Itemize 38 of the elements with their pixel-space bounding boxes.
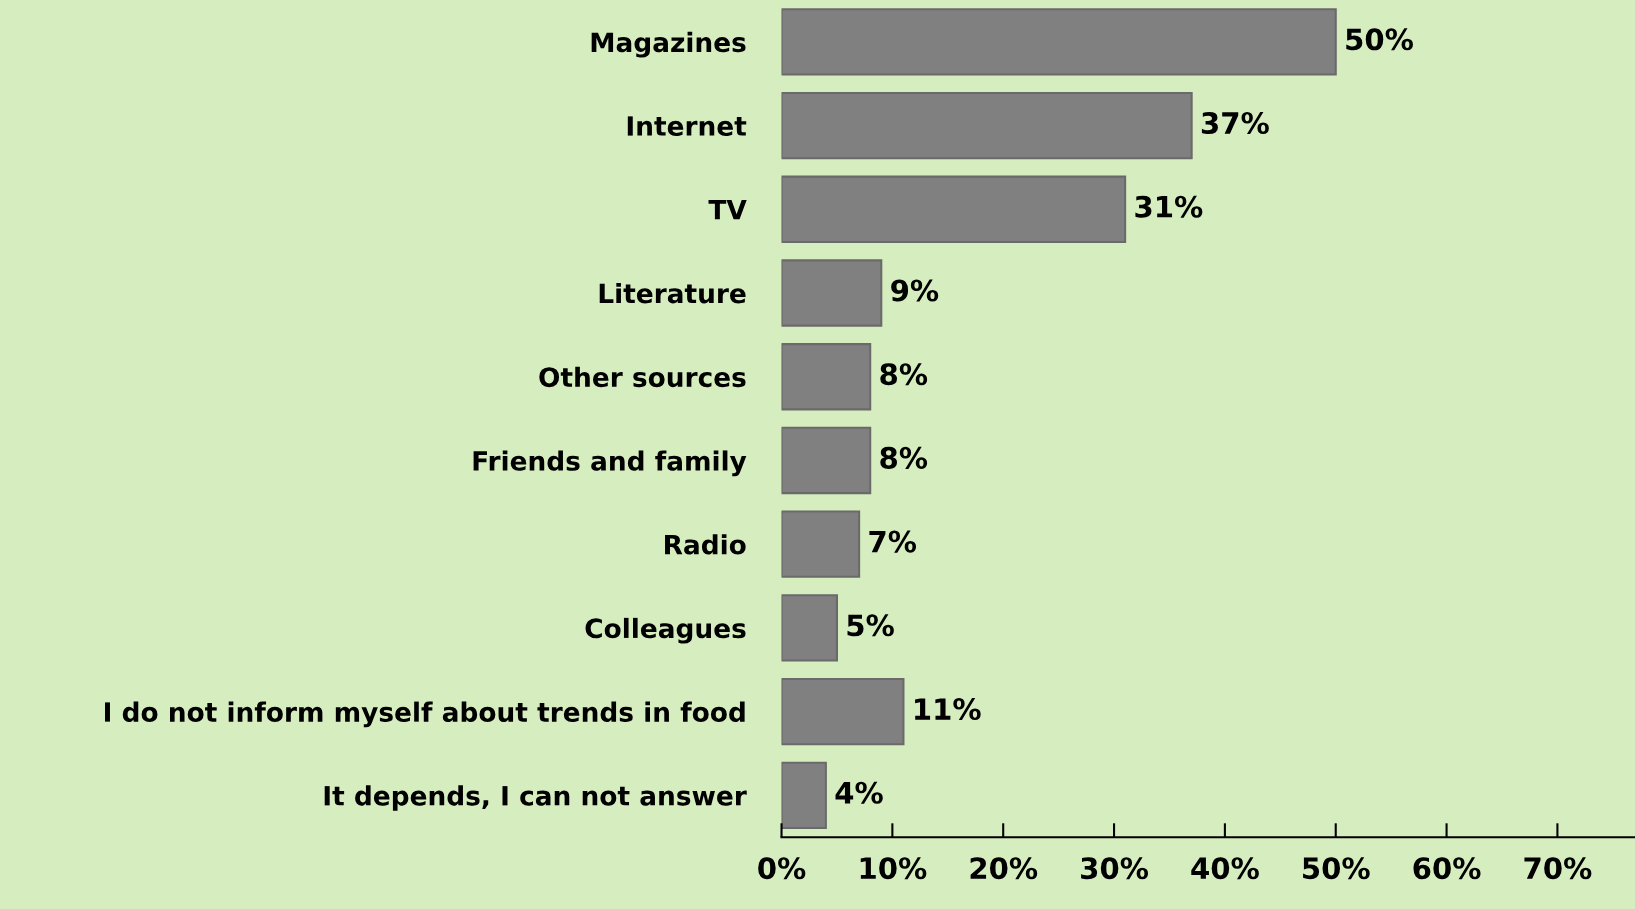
data-label: 8%	[880, 363, 928, 386]
bar	[781, 259, 883, 327]
data-label: 50%	[1346, 28, 1413, 51]
bar	[781, 426, 872, 495]
bar	[781, 91, 1193, 160]
y-tick-label: Radio	[665, 534, 746, 555]
y-tick-label: Internet	[627, 116, 747, 136]
y-tick-label: Friends and family	[473, 450, 747, 477]
data-label: 4%	[835, 781, 883, 804]
y-tick-label: Literature	[599, 282, 746, 304]
bar	[781, 677, 905, 746]
x-tick-label: 40%	[1191, 857, 1259, 880]
data-label: 9%	[891, 279, 939, 302]
y-tick-label: TV	[708, 200, 747, 220]
x-tick-label: 10%	[860, 857, 927, 880]
x-tick-label: 0%	[758, 857, 806, 880]
data-label: 5%	[847, 614, 894, 637]
data-label: 11%	[915, 698, 981, 721]
data-label: 31%	[1135, 195, 1203, 218]
data-label: 8%	[880, 446, 928, 469]
data-label: 7%	[869, 530, 917, 553]
bar	[781, 8, 1337, 76]
x-tick-label: 70%	[1524, 857, 1592, 880]
y-tick-label: I do not inform myself about trends in food	[105, 701, 745, 728]
y-tick-label: Magazines	[591, 31, 746, 58]
data-label: 37%	[1201, 111, 1269, 135]
bar	[781, 510, 861, 578]
bar	[781, 175, 1127, 243]
y-tick-label: Colleagues	[585, 617, 746, 644]
bar	[781, 343, 872, 411]
x-tick-label: 50%	[1303, 857, 1370, 880]
bar	[781, 594, 838, 662]
y-tick-label: Other sources	[539, 366, 746, 388]
x-tick-label: 60%	[1413, 857, 1481, 880]
y-tick-label: It depends, I can not answer	[324, 785, 747, 811]
x-tick-label: 20%	[970, 857, 1038, 880]
bar	[781, 761, 827, 830]
x-tick-label: 30%	[1081, 857, 1149, 880]
